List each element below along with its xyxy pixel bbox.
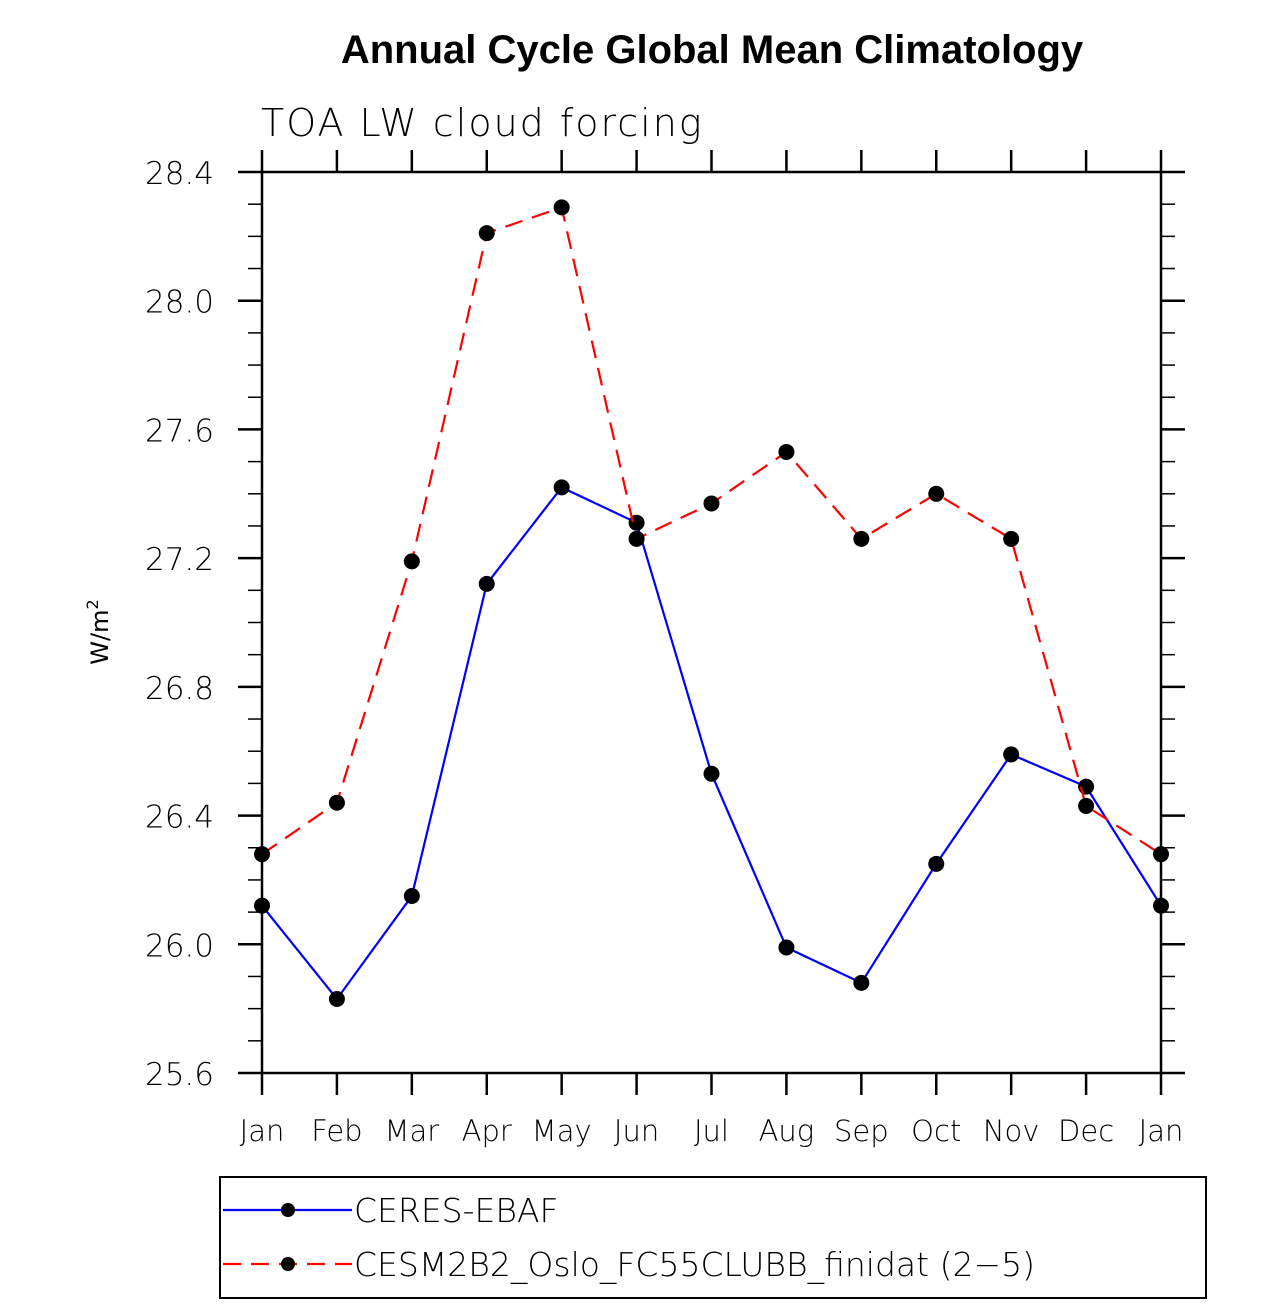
x-tick-label: Apr — [462, 1114, 512, 1148]
chart-subtitle: TOA LW cloud forcing — [261, 101, 704, 145]
legend-marker — [281, 1257, 295, 1271]
data-point — [703, 765, 720, 782]
data-point — [853, 974, 870, 991]
y-tick-label: 27.2 — [145, 542, 214, 578]
chart-title: Annual Cycle Global Mean Climatology — [341, 28, 1084, 72]
data-point — [778, 939, 795, 956]
data-point — [1153, 846, 1169, 863]
y-tick-label: 28.4 — [145, 156, 214, 192]
plot-frame — [260, 170, 1163, 1075]
data-point — [853, 530, 870, 547]
x-tick-label: Aug — [759, 1114, 815, 1148]
x-tick-label: May — [532, 1114, 592, 1148]
legend-label: CESM2B2_Oslo_FC55CLUBB_finidat (2−5) — [354, 1245, 1035, 1285]
x-tick-label: Jul — [694, 1114, 729, 1148]
x-tick-labels: Jan Feb Mar Apr May Jun Jul Aug Sep Oct Nov Dec Jan — [240, 1114, 1184, 1148]
legend-box — [219, 1176, 1207, 1299]
data-point — [553, 479, 570, 496]
legend-entry: CESM2B2_Oslo_FC55CLUBB_finidat (2−5) — [223, 1245, 1035, 1285]
plot-series — [254, 199, 1169, 1007]
data-point — [328, 990, 345, 1007]
y-tick-label: 26.8 — [145, 671, 214, 707]
y-axis-label: W/m2 — [83, 599, 114, 664]
data-point — [254, 897, 270, 914]
legend-entry: CERES-EBAF — [223, 1191, 559, 1230]
x-tick-label: Jan — [240, 1114, 285, 1148]
legend-label: CERES-EBAF — [354, 1191, 559, 1230]
x-tick-label: Jun — [614, 1114, 659, 1148]
x-tick-label: Mar — [384, 1114, 439, 1148]
data-point — [478, 575, 495, 592]
data-point — [928, 485, 945, 502]
data-point — [703, 495, 720, 512]
data-point — [1153, 897, 1169, 914]
legend: CERES-EBAF CESM2B2_Oslo_FC55CLUBB_finidat… — [219, 1176, 1207, 1299]
data-point — [628, 530, 645, 547]
y-axis-label-unit: W/m — [86, 609, 114, 664]
x-tick-label: Dec — [1058, 1114, 1114, 1148]
legend-marker — [281, 1203, 295, 1217]
y-axis-label-superscript: 2 — [83, 599, 102, 609]
x-tick-label: Feb — [311, 1114, 362, 1148]
series-line — [261, 205, 1162, 856]
data-point — [1078, 778, 1095, 795]
data-point — [1003, 746, 1020, 763]
y-tick-label: 28.0 — [145, 285, 214, 321]
axes — [238, 150, 1185, 1095]
y-tick-label: 26.0 — [145, 928, 214, 964]
y-tick-labels: 25.6 26.0 26.4 26.8 27.2 27.6 28.0 28.4 — [145, 156, 214, 1093]
series-line — [261, 485, 1162, 1001]
x-tick-label: Sep — [834, 1114, 889, 1148]
data-point — [778, 443, 795, 460]
data-point — [403, 553, 420, 570]
y-tick-label: 25.6 — [145, 1057, 214, 1093]
data-point — [1078, 797, 1095, 814]
data-point — [254, 846, 270, 863]
data-point — [478, 225, 495, 242]
data-point — [403, 888, 420, 905]
series-cesm2b2-oslo — [254, 199, 1169, 863]
x-tick-label: Jan — [1139, 1114, 1184, 1148]
legend-entries: CERES-EBAF CESM2B2_Oslo_FC55CLUBB_finidat… — [223, 1191, 1035, 1285]
data-point — [328, 794, 345, 811]
y-tick-label: 26.4 — [145, 800, 214, 836]
series-ceres-ebaf — [254, 479, 1169, 1007]
x-tick-label: Oct — [911, 1114, 961, 1148]
x-tick-label: Nov — [983, 1114, 1040, 1148]
data-point — [928, 855, 945, 872]
data-point — [553, 199, 570, 216]
data-point — [1003, 530, 1020, 547]
y-tick-label: 27.6 — [145, 413, 214, 449]
